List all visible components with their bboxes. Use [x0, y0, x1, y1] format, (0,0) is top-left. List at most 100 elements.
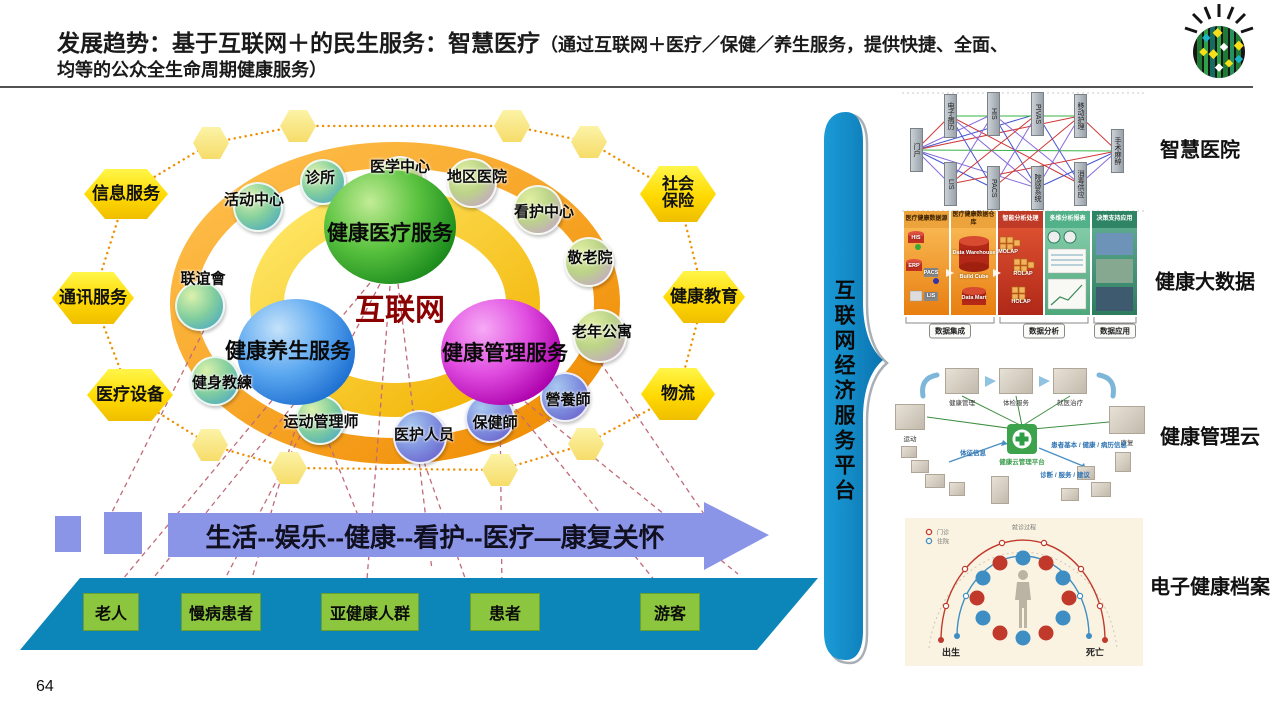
cloud-sport-label: 运动: [903, 436, 917, 443]
node-care-center-label: 看护中心: [513, 203, 575, 221]
hospital-node-mobile: 移动护理: [1074, 94, 1087, 138]
cloud-photo-health-mgmt: [945, 368, 979, 394]
ehr-death-label: 死亡: [1085, 647, 1105, 658]
node-nursing-home-label: 敬老院: [567, 249, 613, 267]
node-clinic-label: 诊所: [304, 169, 336, 187]
bigdata-item-lis: LIS: [926, 293, 936, 299]
node-activity-center: [233, 182, 283, 232]
cloud-photo-device: [925, 474, 945, 488]
sphere-management-service-label: 健康管理服务: [442, 342, 568, 365]
node-fellowship: [175, 281, 225, 331]
cloud-output-label: 诊断 / 服务 / 建议: [1040, 472, 1090, 479]
platform-brace: [824, 112, 883, 660]
flow-arrow-label: 生活--娱乐--健康--看护--医疗—康复关怀: [205, 522, 665, 553]
hexagon-social-insurance-label: 社会保险: [661, 176, 694, 210]
bigdata-stage-analysis: 数据分析: [1023, 323, 1065, 339]
bigdata-item-pacs: PACS: [923, 270, 939, 276]
bigdata-item-holap: HOLAP: [1011, 299, 1031, 305]
ehr-legend-outpatient: 门诊: [936, 530, 950, 537]
node-activity-center-label: 活动中心: [223, 191, 285, 209]
cloud-photo-staff: [1091, 482, 1111, 497]
bigdata-item-erp: ERP: [908, 263, 920, 269]
hospital-node-sterile-label: 消毒供应: [1077, 170, 1084, 198]
hospital-node-his: HIS: [987, 92, 1000, 136]
audience-box-patient: 患者: [470, 593, 540, 631]
hospital-node-surgery-label: 手术麻醉: [1114, 137, 1121, 165]
bigdata-item-his: HIS: [911, 235, 921, 241]
hospital-node-infection: 院感系统: [1031, 166, 1044, 210]
cloud-step-checkup-label: 体检服务: [1003, 400, 1029, 407]
page-title-line2: 均等的公众全生命周期健康服务）: [57, 60, 327, 80]
node-medical-center-label: 医学中心: [369, 158, 431, 176]
health-cloud-graphic: [920, 372, 1116, 470]
sphere-medical-service: [324, 170, 456, 284]
cloud-photo-device: [949, 482, 965, 496]
node-fellowship-label: 联谊會: [180, 270, 226, 288]
hospital-node-portal-label: 门户: [913, 143, 920, 157]
bigdata-col-header-analytics: 智能分析处理: [998, 211, 1043, 228]
bigdata-col-header-source: 医疗健康数据源: [904, 211, 949, 228]
page-title-main: 发展趋势：基于互联网＋的民生服务：智慧医疗: [57, 30, 540, 56]
audience-box-subhealthy: 亚健康人群: [321, 593, 419, 631]
ehr-lifecycle-graphic: [925, 528, 1118, 649]
hospital-node-lis-label: LIS: [947, 178, 954, 190]
flow-arrow-shape: [55, 502, 769, 570]
bigdata-col-header-warehouse: 医疗健康数据仓库: [951, 211, 996, 228]
cloud-photo-rehab: [1109, 406, 1145, 434]
hospital-node-his-label: HIS: [990, 108, 997, 120]
cloud-rehab-label: 康复: [1120, 440, 1134, 447]
hospital-node-sterile: 消毒供应: [1074, 162, 1087, 206]
bigdata-columns-graphic: [904, 228, 1137, 324]
ehr-process-title: 就诊过程: [1011, 525, 1037, 532]
ehr-thumbnail: 就诊过程 门诊 住院 出生 死亡: [905, 518, 1143, 666]
cloud-photo-treatment: [1053, 368, 1087, 394]
node-fitness-coach-label: 健身教練: [191, 374, 253, 392]
node-senior-apartment-label: 老年公寓: [571, 323, 633, 341]
connector-hexagon: [482, 454, 518, 486]
bigdata-item-warehouse: Data Warehouse: [952, 250, 996, 256]
cloud-photo-staff: [1077, 466, 1095, 480]
bigdata-stage-integration: 数据集成: [929, 323, 971, 339]
audience-box-elderly: 老人: [83, 593, 139, 631]
connector-hexagon: [568, 428, 604, 460]
node-fitness-coach: [190, 356, 240, 406]
smart-hospital-thumbnail: 门户 电子病历 HIS PIVAS 移动护理 LIS PACS 院感系统 消毒供…: [900, 92, 1148, 212]
hexagon-health-education: 健康教育: [663, 271, 745, 323]
node-medical-staff: [393, 410, 447, 464]
hospital-node-portal: 门户: [910, 128, 923, 172]
internet-center-label: 互联网: [355, 294, 445, 327]
node-health-keeper-label: 保健師: [472, 414, 518, 432]
cloud-step-health-mgmt-label: 健康管理: [949, 400, 975, 407]
connector-hexagon: [271, 452, 307, 484]
node-district-hospital: [447, 158, 497, 208]
platform-label: 互联网经济服务平台: [832, 278, 855, 504]
node-senior-apartment: [573, 309, 627, 363]
cloud-photo-device: [911, 460, 929, 473]
ehr-birth-label: 出生: [941, 647, 961, 658]
hospital-node-pivas: PIVAS: [1031, 92, 1044, 136]
node-medical-staff-label: 医护人员: [393, 426, 455, 444]
page-number: 64: [36, 678, 54, 695]
bigdata-item-buildcube: Build Cube: [959, 274, 989, 280]
health-cloud-thumbnail: 健康管理 体检服务 就医治疗 运动 康复 健康云管理平台 体征信息 患者基本 /…: [893, 360, 1145, 508]
hospital-node-emr: 电子病历: [944, 94, 957, 138]
bigdata-item-datamart: Data Mart: [961, 295, 987, 301]
bigdata-item-rolap: ROLAP: [1013, 271, 1033, 277]
bigdata-item-molap: MOLAP: [998, 249, 1018, 255]
audience-box-tourist: 游客: [640, 593, 700, 631]
hospital-node-surgery: 手术麻醉: [1111, 129, 1124, 173]
cloud-photo-device: [901, 446, 917, 458]
hospital-node-mobile-label: 移动护理: [1077, 102, 1084, 130]
hexagon-social-insurance: 社会保险: [640, 166, 716, 222]
cloud-photo-checkup: [999, 368, 1033, 394]
smarter-planet-logo-icon: [1184, 4, 1254, 78]
health-bigdata-thumbnail: 医疗健康数据源 医疗健康数据仓库 智能分析处理 多维分析报表 决策支持应用 HI…: [902, 207, 1144, 345]
ehr-legend-inpatient: 住院: [936, 539, 950, 546]
node-nutritionist-label: 營養師: [545, 391, 591, 409]
cloud-photo-staff: [1061, 488, 1079, 501]
panel-label-smart-hospital: 智慧医院: [1160, 139, 1240, 162]
cloud-photo-doctor: [1115, 452, 1131, 472]
node-nursing-home: [564, 237, 614, 287]
node-care-center: [513, 185, 563, 235]
